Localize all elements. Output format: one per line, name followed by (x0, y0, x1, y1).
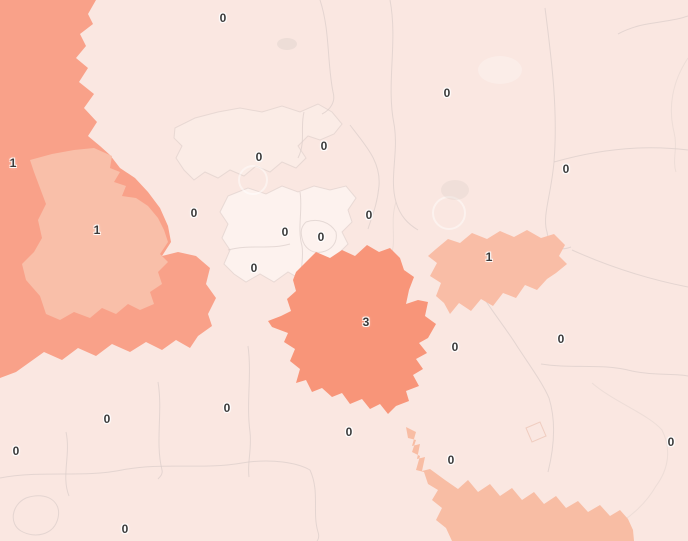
district-border (349, 124, 380, 230)
district-border (247, 345, 251, 478)
district-border (591, 382, 669, 522)
urban-area-detail (478, 56, 522, 84)
urban-area-detail (441, 180, 469, 200)
district-border (389, 0, 419, 231)
region-west-inner-count-1[interactable] (22, 148, 168, 320)
district-border (540, 363, 688, 377)
district-border (319, 0, 335, 115)
district-border (391, 201, 397, 253)
district-border (157, 381, 163, 480)
district-border (469, 271, 555, 473)
district-border (617, 15, 688, 35)
district-border (227, 243, 291, 251)
ring-road-detail (238, 165, 268, 195)
urban-area-detail (277, 38, 297, 50)
region-east-count-1[interactable] (428, 230, 567, 314)
district-border (670, 57, 688, 173)
district-cluster-north[interactable] (173, 103, 343, 181)
region-south[interactable] (406, 427, 634, 541)
region-center-count-3[interactable] (268, 245, 436, 414)
ring-road-detail (432, 196, 466, 230)
district-border (553, 147, 688, 163)
settlement-outline-detail (525, 421, 547, 443)
district-border (297, 111, 305, 159)
district-border (12, 495, 60, 536)
district-border (544, 7, 572, 250)
district-border (309, 469, 320, 541)
district-border (300, 219, 337, 253)
district-border (65, 431, 70, 497)
district-border (571, 249, 688, 288)
district-border (0, 460, 311, 479)
